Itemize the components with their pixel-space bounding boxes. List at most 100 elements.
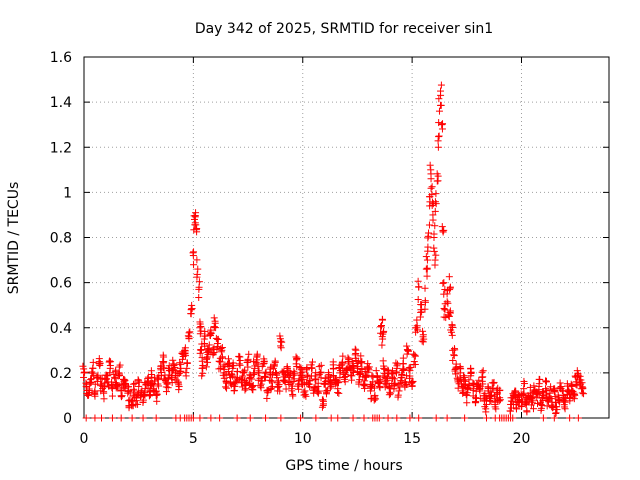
data-point xyxy=(270,362,278,370)
data-point xyxy=(248,375,256,383)
data-point xyxy=(211,317,219,325)
data-point xyxy=(224,355,232,363)
data-point xyxy=(312,414,320,422)
data-point xyxy=(523,407,531,415)
data-point xyxy=(289,392,297,400)
data-point xyxy=(461,373,469,381)
data-point xyxy=(201,332,209,340)
data-point xyxy=(314,389,322,397)
data-point xyxy=(543,402,551,410)
data-point xyxy=(187,310,195,318)
data-point xyxy=(231,378,239,386)
data-point xyxy=(146,391,154,399)
data-point xyxy=(411,324,419,332)
data-point xyxy=(431,261,439,269)
data-point xyxy=(551,393,559,401)
data-point xyxy=(571,391,579,399)
data-point xyxy=(539,414,547,422)
data-point xyxy=(224,360,232,368)
data-point xyxy=(298,372,306,380)
data-points xyxy=(79,81,588,422)
data-point xyxy=(222,377,230,385)
data-point xyxy=(233,414,241,422)
data-point xyxy=(132,397,140,405)
y-tick-label: 0.8 xyxy=(50,231,72,247)
data-point xyxy=(552,403,560,411)
data-point xyxy=(283,363,291,371)
data-point xyxy=(537,404,545,412)
data-point xyxy=(271,358,279,366)
data-point xyxy=(281,378,289,386)
data-point xyxy=(361,382,369,390)
data-point xyxy=(334,414,342,422)
data-point xyxy=(309,358,317,366)
data-point xyxy=(397,377,405,385)
data-point xyxy=(456,364,464,372)
data-point xyxy=(377,323,385,331)
data-point xyxy=(248,385,256,393)
chart-title: Day 342 of 2025, SRMTID for receiver sin… xyxy=(195,21,493,37)
data-point xyxy=(198,372,206,380)
data-point xyxy=(217,348,225,356)
data-point xyxy=(95,359,103,367)
data-point xyxy=(195,294,203,302)
data-point xyxy=(262,414,270,422)
data-point xyxy=(430,247,438,255)
data-point xyxy=(153,391,161,399)
data-point xyxy=(100,388,108,396)
data-point xyxy=(438,223,446,231)
data-point xyxy=(260,373,268,381)
data-point xyxy=(479,367,487,375)
data-point xyxy=(364,364,372,372)
data-point xyxy=(580,390,588,398)
data-point xyxy=(327,414,335,422)
data-point xyxy=(423,272,431,280)
data-point xyxy=(369,381,377,389)
data-point xyxy=(393,360,401,368)
data-point xyxy=(169,356,177,364)
data-point xyxy=(446,284,454,292)
data-point xyxy=(541,377,549,385)
data-point xyxy=(405,364,413,372)
data-point xyxy=(85,390,93,398)
data-point xyxy=(153,397,161,405)
data-point xyxy=(292,353,300,361)
data-point xyxy=(173,376,181,384)
data-point xyxy=(404,347,412,355)
data-point xyxy=(271,368,279,376)
data-point xyxy=(188,305,196,313)
data-point xyxy=(406,372,414,380)
data-point xyxy=(428,191,436,199)
data-point xyxy=(437,101,445,109)
data-point xyxy=(381,383,389,391)
data-point xyxy=(439,279,447,287)
data-point xyxy=(106,362,114,370)
data-point xyxy=(360,414,368,422)
data-point xyxy=(382,375,390,383)
data-point xyxy=(423,256,431,264)
data-point xyxy=(307,361,315,369)
data-point xyxy=(322,387,330,395)
data-point xyxy=(411,351,419,359)
data-point xyxy=(461,414,469,422)
data-point xyxy=(574,414,582,422)
data-point xyxy=(403,342,411,350)
data-point xyxy=(262,368,270,376)
data-point xyxy=(221,383,229,391)
data-point xyxy=(469,379,477,387)
data-point xyxy=(314,379,322,387)
data-point xyxy=(295,385,303,393)
data-point xyxy=(106,357,114,365)
data-point xyxy=(315,387,323,395)
x-tick-label: 0 xyxy=(80,431,89,447)
data-point xyxy=(457,376,465,384)
data-point xyxy=(181,347,189,355)
data-point xyxy=(427,184,435,192)
data-point xyxy=(326,384,334,392)
data-point xyxy=(175,383,183,391)
data-point xyxy=(339,352,347,360)
data-point xyxy=(176,368,184,376)
data-point xyxy=(193,273,201,281)
data-point xyxy=(445,273,453,281)
